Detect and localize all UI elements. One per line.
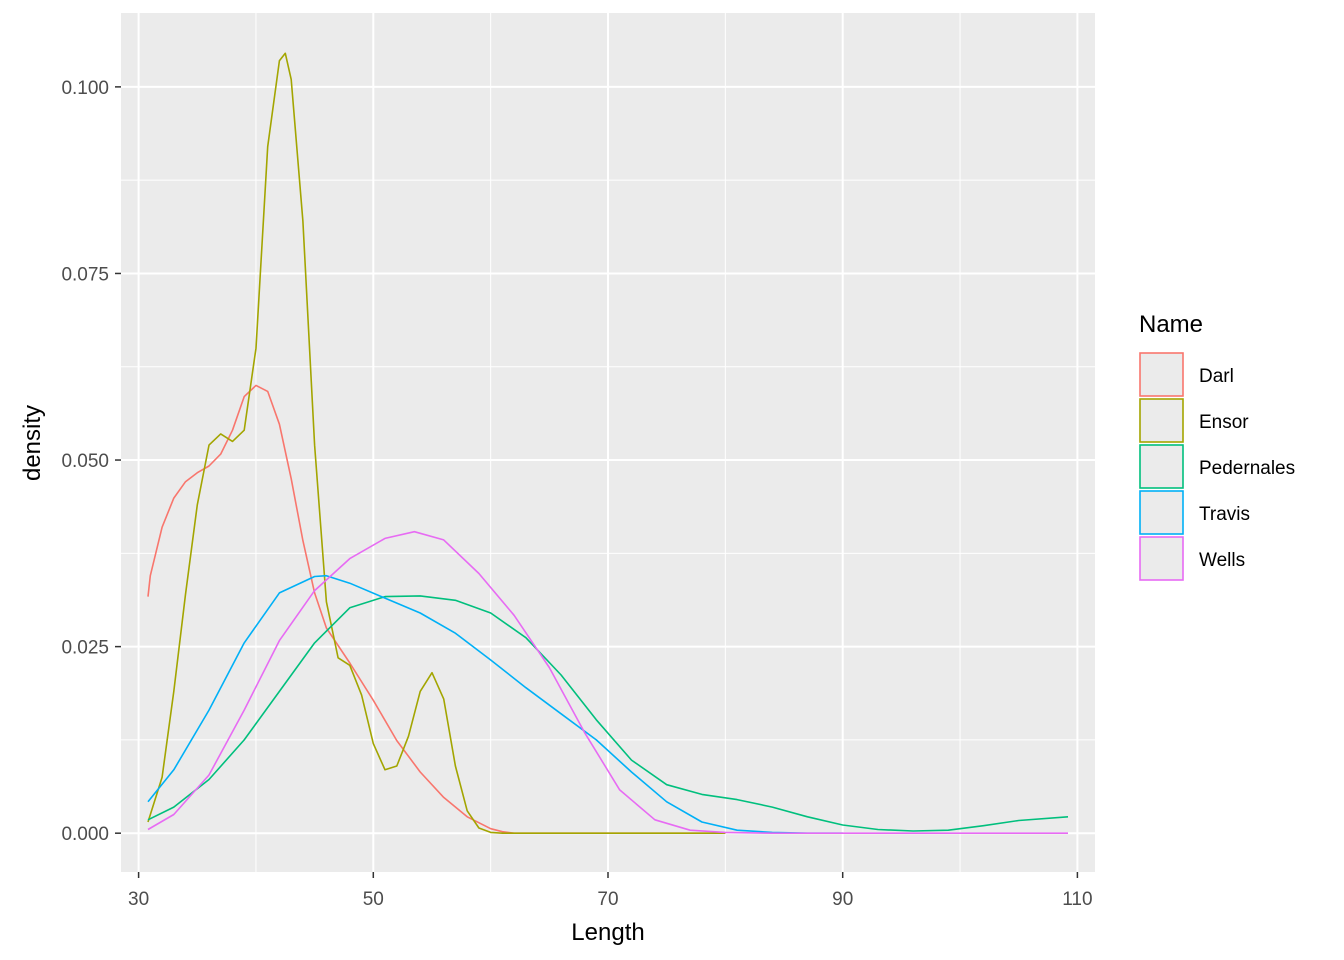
series-lines xyxy=(147,52,1069,835)
series-line-wells xyxy=(147,530,1068,835)
x-tick-label: 90 xyxy=(832,889,853,910)
axes: 30 50 70 90 110 0.000 0.025 0.050 0.075 0.100 xyxy=(61,78,1092,910)
y-axis-title: density xyxy=(19,405,46,481)
legend-label: Travis xyxy=(1199,504,1250,525)
x-tick-label: 30 xyxy=(128,889,149,910)
legend-label: Wells xyxy=(1199,550,1245,571)
y-tick-label: 0.100 xyxy=(61,78,109,99)
x-tick-label: 110 xyxy=(1062,889,1092,910)
legend-label: Ensor xyxy=(1199,412,1249,433)
series-line-pedernales xyxy=(147,595,1069,832)
x-tick-label: 70 xyxy=(597,889,618,910)
legend-key-wells xyxy=(1139,536,1184,581)
legend-label: Pedernales xyxy=(1199,458,1295,479)
y-tick-label: 0.050 xyxy=(61,451,109,472)
x-axis-title: Length xyxy=(571,919,644,946)
legend-key-travis xyxy=(1139,490,1184,535)
y-tick-label: 0.075 xyxy=(61,264,109,285)
legend-key-ensor xyxy=(1139,398,1184,443)
legend-title: Name xyxy=(1139,311,1203,338)
series-line-ensor xyxy=(147,52,726,835)
legend-key-pedernales xyxy=(1139,444,1184,489)
y-tick-label: 0.000 xyxy=(61,824,109,845)
legend: Name Darl Ensor Pedernales Travis Wells xyxy=(1139,311,1295,581)
y-tick-label: 0.025 xyxy=(61,638,109,659)
series-line-darl xyxy=(147,384,726,835)
x-tick-label: 50 xyxy=(363,889,384,910)
legend-key-darl xyxy=(1139,352,1184,397)
series-line-travis xyxy=(147,574,843,835)
legend-label: Darl xyxy=(1199,366,1234,387)
